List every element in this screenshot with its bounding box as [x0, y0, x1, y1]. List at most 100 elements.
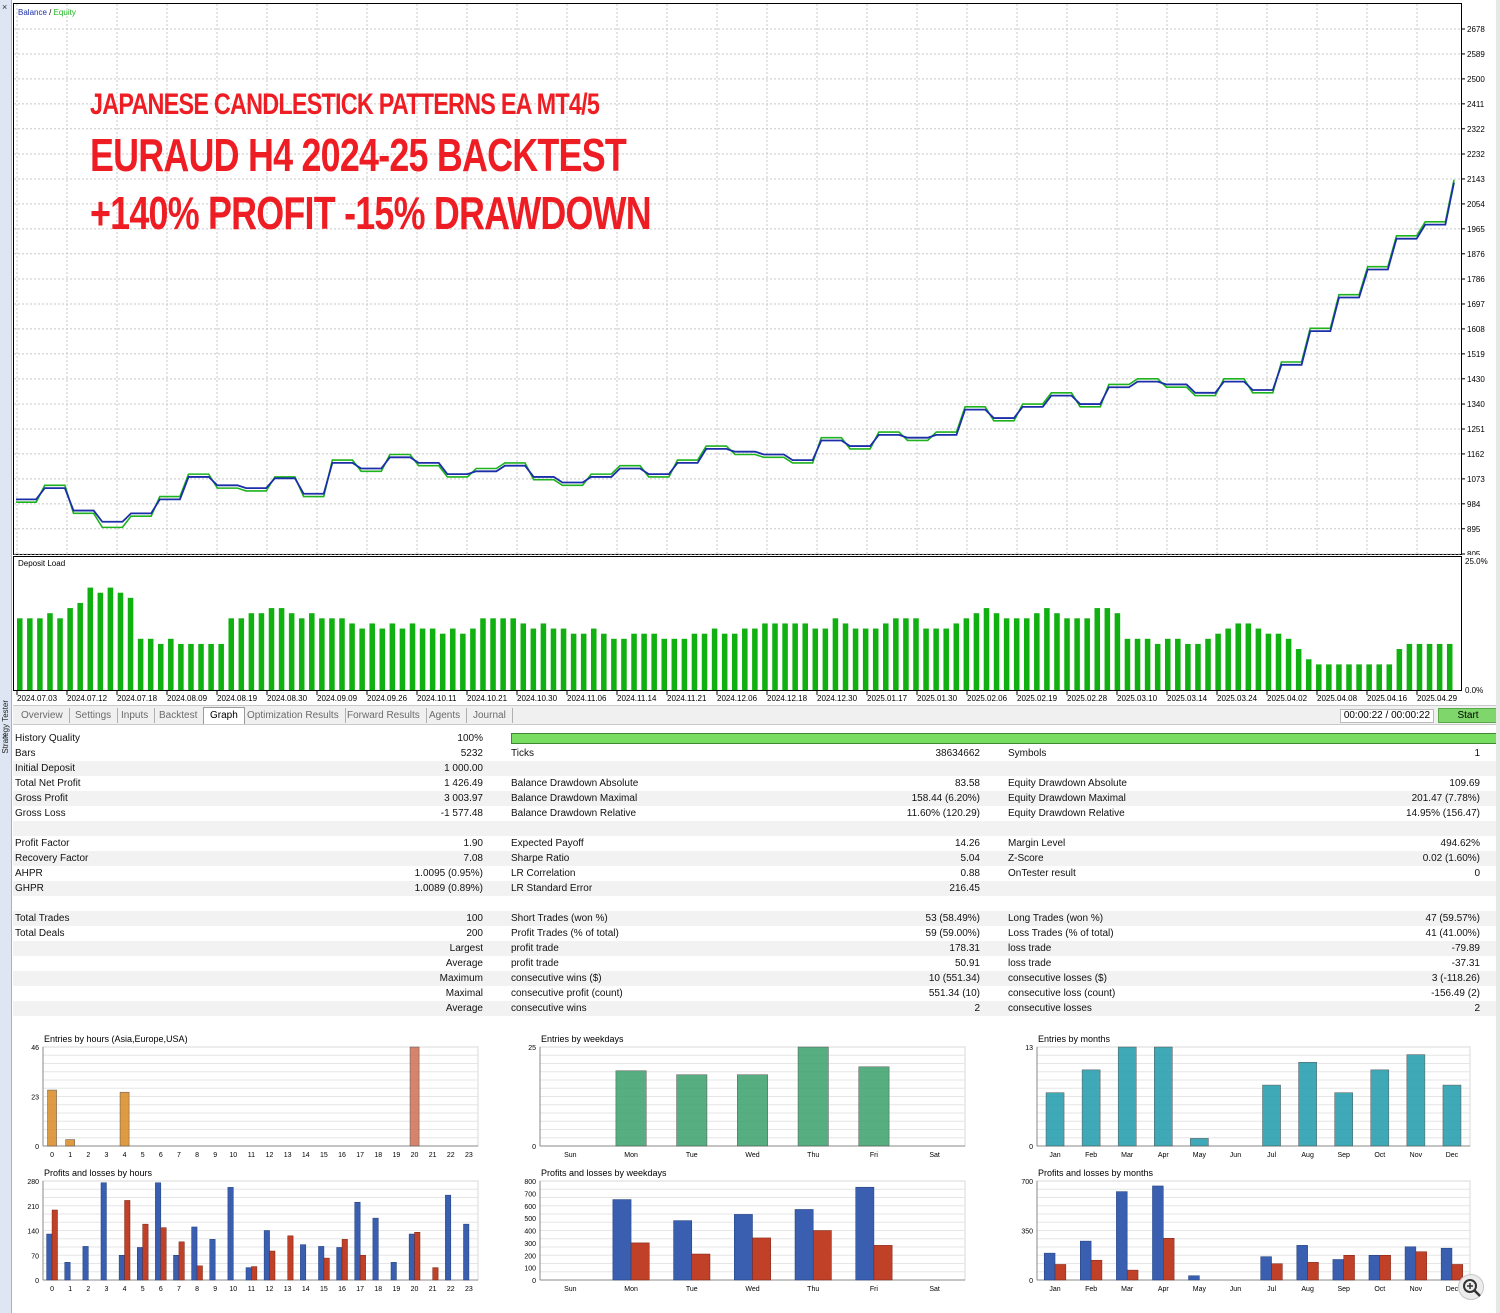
x-tick-label: 2025.02.28 [1067, 694, 1108, 703]
profit-bar [191, 1226, 198, 1281]
deposit-load-bar [188, 643, 194, 690]
deposit-load-bar [1064, 618, 1070, 690]
profit-bar [1152, 1185, 1164, 1281]
deposit-load-bar [168, 638, 174, 690]
tab-forward-results[interactable]: Forward Results [341, 708, 427, 723]
vertical-scrollbar[interactable] [1496, 0, 1500, 1313]
stats-row: Average profit trade 50.91 loss trade -37.31 [13, 956, 1498, 971]
deposit-load-bar [953, 623, 960, 690]
deposit-load-bar [1295, 649, 1302, 690]
deposit-load-bar [278, 608, 285, 690]
stat-value: 3 003.97 [444, 793, 483, 804]
tab-graph[interactable]: Graph [203, 707, 245, 724]
y-tick-label: 2054 [1467, 200, 1485, 209]
stat-value: 1 426.49 [444, 778, 483, 789]
loss-bar [414, 1232, 421, 1281]
deposit-load-bar [1285, 638, 1292, 690]
deposit-load-bar [540, 623, 547, 690]
stats-row [13, 821, 1498, 836]
entries-by-weekdays-panel: Entries by weekdays 25 0 Sun Mon Tue Wed Thu Fri… [528, 1034, 966, 1159]
stats-row: Average consecutive wins 2 consecutive loss… [13, 1001, 1498, 1016]
entry-bar [119, 1091, 130, 1147]
stats-row: Total Trades 100 Short Trades (won %) 53 (5… [13, 911, 1498, 926]
strategy-tester-side-panel: × Strategy Tester × [0, 0, 12, 1313]
tab-agents[interactable]: Agents [423, 708, 468, 723]
deposit-load-bar [983, 608, 990, 690]
x-tick-label: 8 [195, 1152, 199, 1159]
stat-value: 494.62% [1440, 838, 1480, 849]
deposit-load-bar [1366, 664, 1372, 690]
stat-label: loss trade [1008, 943, 1052, 954]
stat-label: Gross Loss [15, 808, 66, 819]
stat-label: Margin Level [1008, 838, 1066, 849]
deposit-load-bar [1346, 664, 1352, 690]
profit-bar [137, 1247, 143, 1281]
y-tick-label: 1162 [1467, 450, 1485, 459]
x-tick-label: 4 [123, 1152, 127, 1159]
zoom-icon[interactable] [1458, 1274, 1484, 1300]
stats-row: Maximal consecutive profit (count) 551.34 … [13, 986, 1498, 1001]
deposit-load-bar [520, 623, 527, 690]
deposit-load-bar [127, 597, 134, 690]
stat-label: Total Deals [15, 928, 65, 939]
x-tick-label: 18 [374, 1152, 382, 1159]
close-icon[interactable]: × [2, 2, 8, 12]
deposit-load-bar [228, 618, 235, 690]
tab-backtest[interactable]: Backtest [153, 708, 205, 723]
tab-overview[interactable]: Overview [15, 708, 70, 723]
loss-bar [124, 1200, 131, 1281]
deposit-load-bar [1336, 664, 1342, 690]
x-tick-label: 15 [320, 1152, 328, 1159]
start-button[interactable]: Start [1438, 708, 1498, 723]
stat-value: 216.45 [949, 883, 980, 894]
tab-settings[interactable]: Settings [69, 708, 119, 723]
y-tick-label: 1876 [1467, 250, 1485, 259]
deposit-load-bar [550, 628, 557, 690]
profit-bar [612, 1199, 632, 1281]
close-icon[interactable]: × [2, 731, 8, 741]
y-tick-label: 2589 [1467, 50, 1485, 59]
profit-bar [1368, 1255, 1381, 1281]
y-tick-label: 300 [524, 1241, 536, 1248]
deposit-load-bar [1023, 618, 1030, 690]
deposit-load-bar [711, 628, 718, 690]
deposit-load-bar [67, 608, 73, 690]
x-tick-label: 2024.07.03 [17, 694, 58, 703]
y-tick-label: 400 [524, 1229, 536, 1236]
stat-label: Loss Trades (% of total) [1008, 928, 1114, 939]
y-tick-label: 1519 [1467, 350, 1485, 359]
x-tick-label: Fri [870, 1152, 879, 1159]
deposit-load-bar [691, 633, 698, 690]
x-tick-label: 1 [68, 1152, 72, 1159]
deposit-load-bar [359, 628, 365, 690]
entries-by-months-panel: Entries by months 13 0 Jan Feb Mar Apr May Jun Ju… [1025, 1034, 1471, 1159]
deposit-load-bar [933, 628, 939, 690]
y-tick-label: 1697 [1467, 300, 1485, 309]
deposit-load-bar [1003, 618, 1010, 690]
stat-value: 0 [1474, 868, 1480, 879]
x-tick-label: 20 [411, 1286, 419, 1293]
stat-value: 201.47 (7.78%) [1411, 793, 1480, 804]
deposit-load-bar [631, 633, 637, 690]
x-tick-label: Jul [1267, 1286, 1276, 1293]
tab-inputs[interactable]: Inputs [115, 708, 156, 723]
tab-optimization-results[interactable]: Optimization Results [241, 708, 346, 723]
deposit-load-bar [157, 643, 164, 690]
x-tick-label: 20 [411, 1152, 419, 1159]
stat-label: Profit Factor [15, 838, 70, 849]
deposit-load-bar [178, 643, 184, 690]
history-quality-row: History Quality 100% [13, 731, 1500, 746]
deposit-load-bar [1446, 643, 1453, 690]
deposit-load-bar [943, 628, 949, 690]
x-tick-label: 2025.01.17 [867, 694, 908, 703]
stat-value: 3 (-118.26) [1431, 973, 1480, 984]
y-tick-label: 200 [524, 1253, 536, 1260]
stat-label: Equity Drawdown Relative [1008, 808, 1125, 819]
stat-value: 200 [466, 928, 483, 939]
deposit-load-bar [17, 618, 23, 690]
tab-journal[interactable]: Journal [467, 708, 513, 723]
stat-value: 7.08 [463, 853, 483, 864]
deposit-load-bar [1084, 618, 1090, 690]
stat-label: Sharpe Ratio [511, 853, 570, 864]
y-tick-label: 500 [524, 1216, 536, 1223]
